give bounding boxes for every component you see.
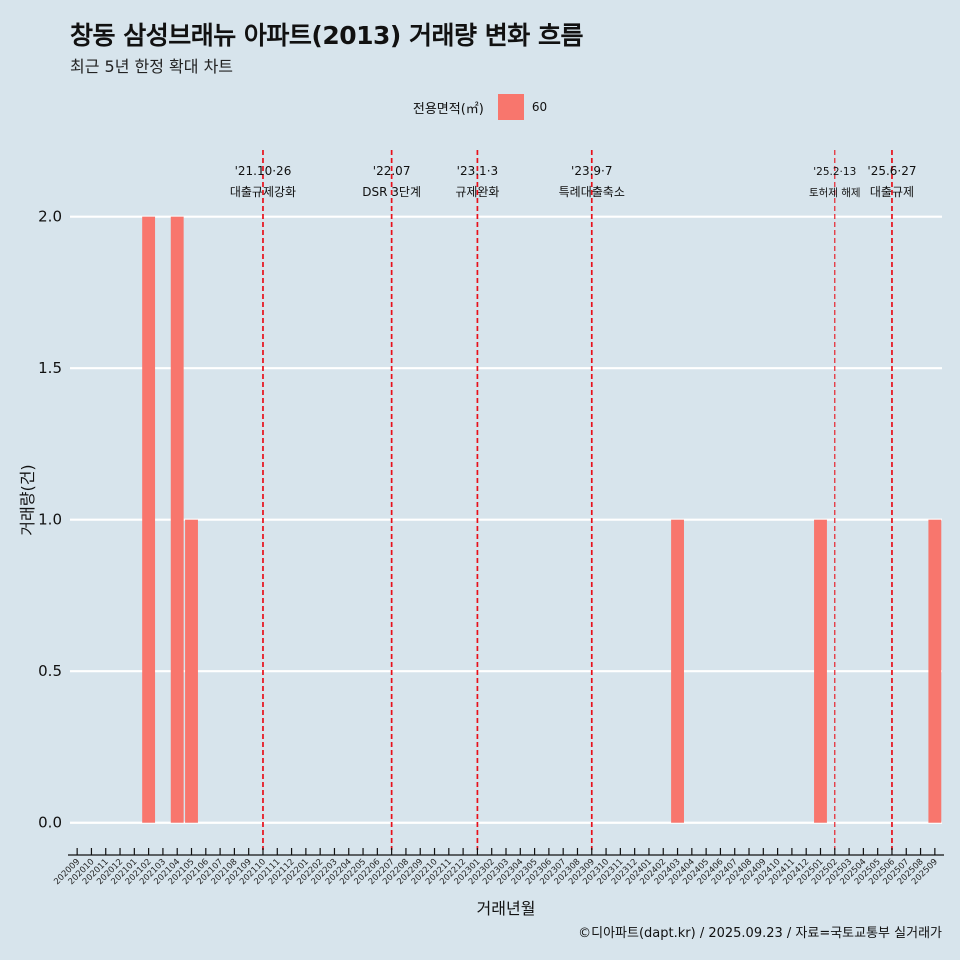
- event-label: 규제완화: [455, 185, 499, 199]
- bar: [671, 519, 684, 823]
- chart-title: 창동 삼성브래뉴 아파트(2013) 거래량 변화 흐름: [70, 21, 583, 50]
- legend-title: 전용면적(㎡): [412, 101, 484, 117]
- y-tick-label: 1.5: [38, 359, 62, 377]
- event-label: 특례대출축소: [559, 185, 625, 199]
- event-date-label: '23.9·7: [571, 164, 612, 178]
- event-label: 대출규제: [870, 185, 914, 199]
- legend-swatch: [497, 94, 524, 120]
- event-date-label: '22.07: [373, 164, 411, 178]
- event-label: 토허제 해제: [809, 186, 861, 199]
- bar: [170, 216, 184, 823]
- chart-subtitle: 최근 5년 한정 확대 차트: [70, 57, 234, 76]
- event-date-label: '25.2·13: [813, 166, 856, 178]
- y-tick-label: 0.5: [38, 662, 62, 680]
- y-tick-label: 0.0: [38, 814, 62, 832]
- legend-label: 60: [531, 100, 548, 114]
- legend: 전용면적(㎡) 60: [0, 94, 960, 120]
- bar: [185, 519, 198, 823]
- y-axis-title: 거래량(건): [18, 464, 37, 535]
- event-label: 대출규제강화: [230, 185, 296, 199]
- event-date-label: '21.10·26: [235, 164, 292, 178]
- y-tick-label: 2.0: [38, 208, 62, 226]
- y-tick-label: 1.0: [38, 511, 62, 529]
- bar: [142, 216, 156, 823]
- bar: [814, 519, 827, 823]
- x-axis-title: 거래년월: [477, 899, 536, 918]
- source-caption: ©디아파트(dapt.kr) / 2025.09.23 / 자료=국토교통부 실…: [578, 926, 942, 941]
- bar: [928, 519, 942, 823]
- event-label: DSR 3단계: [362, 185, 421, 199]
- event-date-label: '23.1·3: [457, 164, 498, 178]
- event-date-label: '25.6·27: [867, 164, 916, 178]
